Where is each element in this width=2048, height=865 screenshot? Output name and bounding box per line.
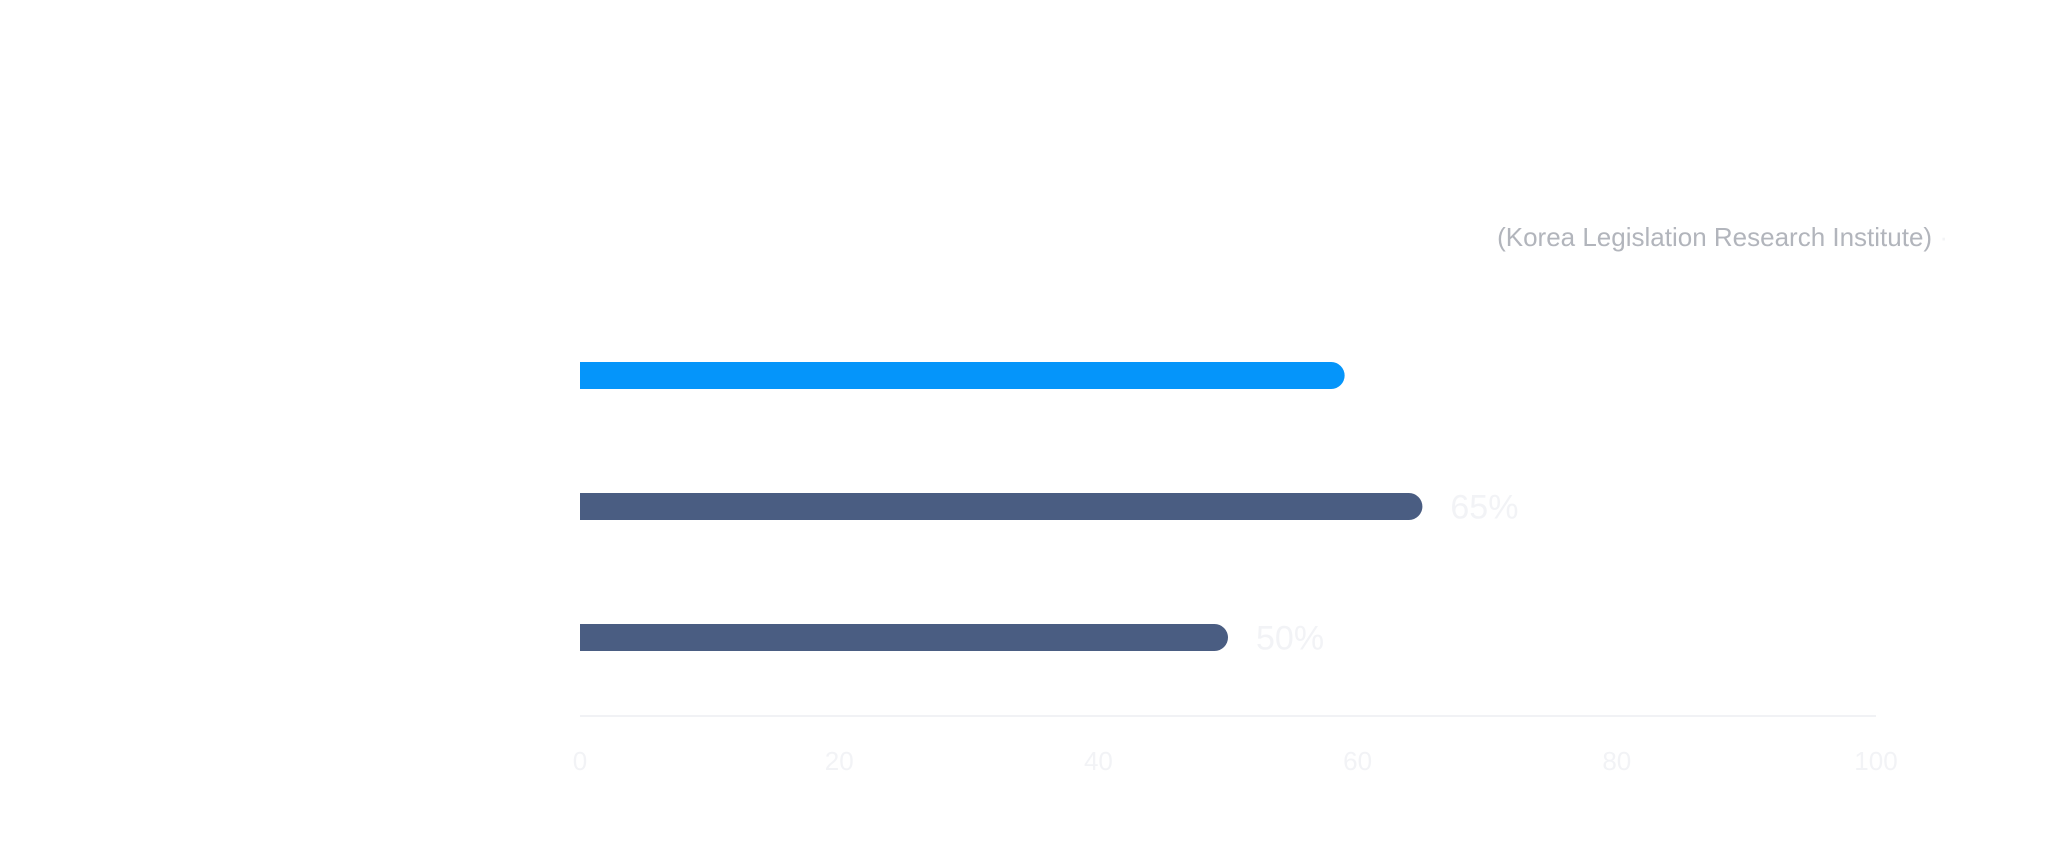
x-tick-label: 20 (825, 746, 854, 776)
x-tick-label: 40 (1084, 746, 1113, 776)
bar (580, 362, 1345, 389)
bar (580, 493, 1423, 520)
source-separator: · (1939, 222, 1948, 252)
value-label: 65% (1450, 489, 1518, 527)
x-tick-label: 60 (1343, 746, 1372, 776)
x-tick-label: 80 (1602, 746, 1631, 776)
bar (580, 624, 1228, 651)
source-org-english: (Korea Legislation Research Institute) (1497, 222, 1933, 252)
chart-source: (Korea Legislation Research Institute) · (1497, 222, 1948, 253)
x-tick-label: 0 (573, 746, 587, 776)
value-label: 50% (1256, 620, 1324, 658)
x-tick-label: 100 (1854, 746, 1897, 776)
